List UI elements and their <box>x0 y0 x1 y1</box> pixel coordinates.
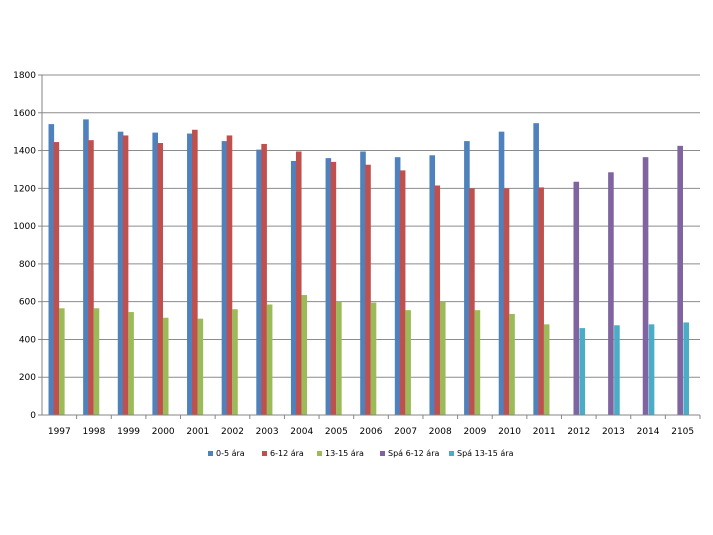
x-tick-label: 2001 <box>186 427 209 437</box>
bar <box>266 304 273 415</box>
bar <box>677 145 683 416</box>
x-tick-label: 2009 <box>463 427 486 437</box>
bar <box>117 131 124 415</box>
bar <box>59 308 65 415</box>
bar <box>608 172 614 415</box>
x-axis: 1997 1998 1999 2000 2001 2002 2003 2004 2005 2006… <box>42 414 701 437</box>
x-tick-label: 2012 <box>567 427 590 437</box>
bar <box>336 301 342 415</box>
bar <box>162 317 169 415</box>
x-tick-label: 1997 <box>48 427 71 437</box>
bar <box>370 302 377 415</box>
y-tick-label: 0 <box>30 411 36 421</box>
legend-swatch <box>380 451 385 456</box>
y-tick-label: 600 <box>19 298 36 308</box>
x-tick-label: 2000 <box>152 427 175 437</box>
bar <box>474 310 481 415</box>
y-tick-label: 800 <box>19 260 36 270</box>
bar <box>538 187 544 415</box>
bar <box>157 143 164 415</box>
x-tick-label: 2013 <box>602 427 625 437</box>
bar <box>434 185 441 415</box>
bar <box>394 157 401 415</box>
legend-swatch <box>317 451 322 456</box>
legend-swatch <box>208 451 213 456</box>
x-tick-label: 2007 <box>394 427 417 437</box>
gridlines <box>42 74 700 416</box>
bar <box>683 322 689 415</box>
bar <box>192 129 198 415</box>
bar <box>48 124 55 415</box>
x-tick-label: 2014 <box>637 427 660 437</box>
x-tick-label: 2010 <box>498 427 521 437</box>
bar <box>573 181 580 415</box>
x-tick-label: 2011 <box>533 427 556 437</box>
legend-label: 0-5 ára <box>216 449 245 458</box>
y-tick-label: 1000 <box>13 222 36 232</box>
bar <box>122 135 129 415</box>
bar <box>261 143 267 415</box>
legend-label: Spá 13-15 ára <box>457 449 514 458</box>
bar <box>533 123 539 416</box>
legend-swatch <box>262 451 267 456</box>
bar <box>509 313 515 415</box>
x-tick-label: 2003 <box>256 427 279 437</box>
bar <box>83 119 89 415</box>
bar <box>365 164 371 415</box>
bar <box>579 328 586 415</box>
bar <box>295 151 302 415</box>
x-tick-label: 1999 <box>117 427 140 437</box>
bar <box>221 141 228 415</box>
bar <box>464 141 470 415</box>
bar <box>325 158 332 415</box>
y-tick-label: 400 <box>19 335 36 345</box>
bar <box>53 142 60 416</box>
x-tick-label: 2004 <box>290 427 313 437</box>
bar <box>648 324 655 415</box>
bar <box>232 309 238 415</box>
x-tick-label: 2008 <box>429 427 452 437</box>
legend: 0-5 ára 6-12 ára 13-15 ára Spá 6-12 ára Spá … <box>208 449 514 458</box>
bar <box>256 149 262 415</box>
bar <box>543 324 550 415</box>
y-tick-label: 1200 <box>13 184 36 194</box>
bar <box>128 312 134 415</box>
x-tick-label: 2005 <box>325 427 348 437</box>
bar <box>88 140 94 415</box>
y-tick-label: 200 <box>19 373 36 383</box>
bar <box>498 131 505 415</box>
bar <box>330 161 337 415</box>
bar <box>197 318 204 415</box>
bar <box>301 295 308 415</box>
bar <box>360 151 366 415</box>
bar <box>187 133 193 416</box>
bar <box>152 132 159 415</box>
legend-label: Spá 6-12 ára <box>388 449 439 458</box>
bar <box>614 325 620 415</box>
x-tick-label: 1998 <box>82 427 105 437</box>
x-tick-label: 2006 <box>360 427 383 437</box>
bar <box>405 310 411 415</box>
bar <box>399 170 406 415</box>
legend-swatch <box>449 451 454 456</box>
bar <box>642 157 649 415</box>
bars <box>48 119 689 416</box>
x-tick-label: 2105 <box>671 427 694 437</box>
y-tick-label: 1800 <box>13 71 36 81</box>
y-tick-label: 1600 <box>13 109 36 119</box>
bar <box>439 301 446 415</box>
legend-label: 13-15 ára <box>325 449 364 458</box>
legend-label: 6-12 ára <box>270 449 304 458</box>
x-tick-label: 2002 <box>221 427 244 437</box>
bar <box>503 188 510 415</box>
bar <box>226 135 233 415</box>
bar <box>429 155 436 415</box>
bar <box>290 160 297 415</box>
bar <box>93 308 100 415</box>
y-axis: 0 200 400 600 800 1000 1200 1400 1600 1800 <box>13 71 43 421</box>
bar <box>469 188 475 415</box>
y-tick-label: 1400 <box>13 147 36 157</box>
